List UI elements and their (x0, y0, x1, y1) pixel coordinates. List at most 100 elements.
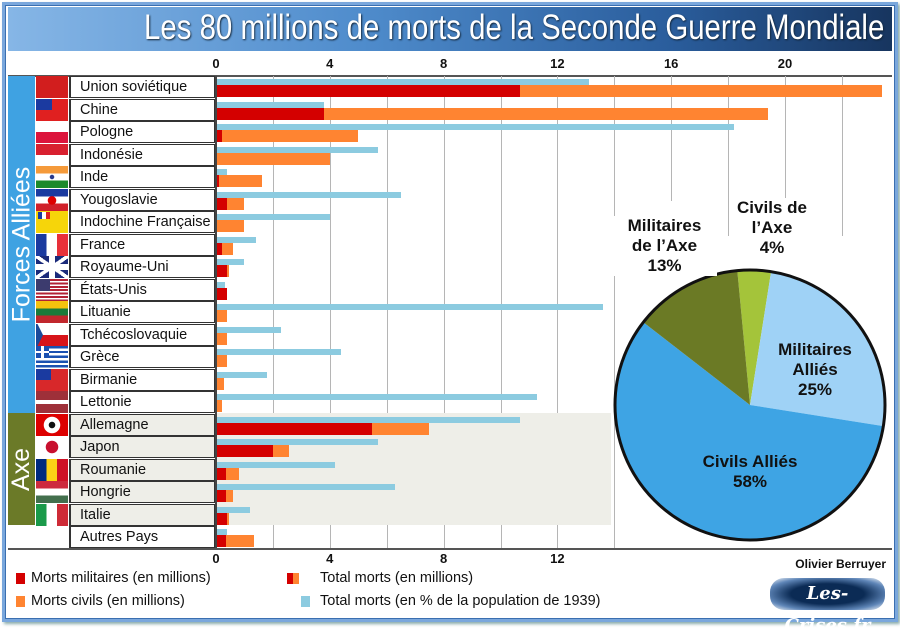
category-label: Allemagne (69, 413, 215, 436)
bar-civilian (216, 220, 245, 232)
bar-percent (216, 191, 401, 198)
flag-czech-icon (36, 323, 68, 346)
legend-total: Total morts (en millions) (320, 570, 474, 586)
pie-value-label: 13% (647, 256, 682, 275)
pie-slice (750, 271, 885, 427)
bar-civilian (221, 242, 234, 255)
group-label-axis: Axe (7, 413, 35, 525)
bar-percent (216, 394, 538, 400)
bar-military (216, 85, 521, 97)
pie-label: Civils de l’Axe 4% (732, 198, 812, 258)
category-label: Hongrie (69, 481, 215, 503)
page-title: Les 80 millions de morts de la Seconde G… (143, 8, 884, 47)
legend-swatch-civilian (16, 596, 25, 607)
bar-civilian (216, 377, 224, 390)
bar-military (216, 490, 226, 502)
bottom-axis-tick: 0 (212, 551, 220, 566)
pie-label-text: Militaires (627, 216, 702, 235)
bar-civilian (218, 175, 262, 187)
bar-percent (216, 101, 325, 108)
flag-burma-icon (36, 368, 68, 391)
pie-value-label: 4% (759, 238, 785, 257)
title-bar: Les 80 millions de morts de la Seconde G… (8, 7, 892, 51)
bar-military (216, 535, 226, 547)
category-label: Indochine Française (69, 211, 215, 233)
bar-civilian (216, 310, 227, 322)
bar-military (216, 130, 222, 142)
bottom-axis-tick: 4 (326, 551, 334, 566)
flag-none-icon (36, 526, 68, 548)
pie-slice (615, 322, 884, 540)
pie-label-text: Alliés (792, 360, 838, 379)
bar-percent (216, 214, 330, 220)
bar-civilian (216, 400, 222, 412)
bar-military (216, 175, 219, 187)
flag-greece-icon (36, 346, 68, 368)
bar-military (216, 422, 373, 435)
category-label: Tchécoslovaquie (69, 323, 215, 346)
flag-poland-icon (36, 121, 68, 143)
category-label: Japon (69, 436, 215, 458)
pie-chart (613, 268, 887, 542)
category-label: Roumanie (69, 458, 215, 481)
gridline (671, 76, 673, 201)
category-label: Lituanie (69, 301, 215, 323)
gridline (329, 76, 331, 549)
flag-roc-icon (36, 98, 68, 121)
top-axis-tick: 16 (663, 56, 679, 71)
bar-military (216, 107, 325, 120)
legend-swatch-military (16, 573, 25, 584)
gridline (614, 76, 616, 549)
flag-uk-icon (36, 256, 68, 278)
legend-percent: Total morts (en % de la population de 19… (320, 593, 601, 609)
bar-civilian (216, 152, 330, 165)
gridline (785, 76, 786, 236)
bar-percent (216, 506, 251, 513)
bar-military (216, 467, 226, 480)
gridline (386, 76, 388, 549)
flag-lithuania-icon (36, 301, 68, 323)
top-axis-tick: 0 (212, 56, 220, 71)
flag-hungary-icon (36, 481, 68, 503)
category-label: Lettonie (69, 391, 215, 413)
bar-military (216, 265, 227, 277)
bottom-axis-tick: 12 (550, 551, 565, 566)
group-label-allies: Forces Alliées (7, 76, 35, 413)
bottom-axis-line (8, 548, 892, 550)
bar-percent (216, 326, 282, 333)
category-label: Chine (69, 98, 215, 121)
group-label-axis-text: Axe (7, 447, 35, 491)
bar-military (216, 197, 228, 210)
bar-civilian (372, 422, 430, 435)
bar-civilian (225, 490, 234, 502)
bar-civilian (520, 85, 882, 97)
top-axis-tick: 4 (326, 56, 334, 71)
gridline (557, 76, 559, 549)
pie-outline (613, 268, 887, 542)
gridline (728, 76, 730, 236)
bar-percent (216, 169, 228, 175)
bar-percent (216, 259, 245, 265)
pie-label: Militaires Alliés 25% (760, 340, 870, 400)
bar-military (216, 445, 273, 457)
pie-label: Civils Alliés 58% (690, 452, 810, 492)
bar-percent (216, 281, 225, 288)
pie-value-label: 25% (797, 380, 833, 399)
category-label: Union soviétique (69, 76, 215, 98)
bar-percent (216, 484, 396, 490)
bottom-axis-tick: 8 (439, 551, 448, 566)
gridline (841, 76, 843, 236)
les-crises-logo: Les-Crises.fr (770, 578, 885, 636)
pie-label: Militaires de l’Axe 13% (612, 216, 717, 276)
flag-indochina-icon (36, 211, 68, 233)
flag-ussr-icon (36, 76, 68, 98)
legend-swatch-percent (301, 596, 310, 607)
bar-civilian (226, 265, 229, 277)
bar-civilian (324, 107, 768, 120)
category-label: Yougoslavie (69, 188, 215, 211)
category-label: États-Unis (69, 278, 215, 301)
gridline (500, 76, 502, 549)
flag-germany-icon (36, 413, 68, 436)
pie-label-text: de l’Axe (631, 236, 698, 255)
bar-civilian (216, 355, 227, 367)
